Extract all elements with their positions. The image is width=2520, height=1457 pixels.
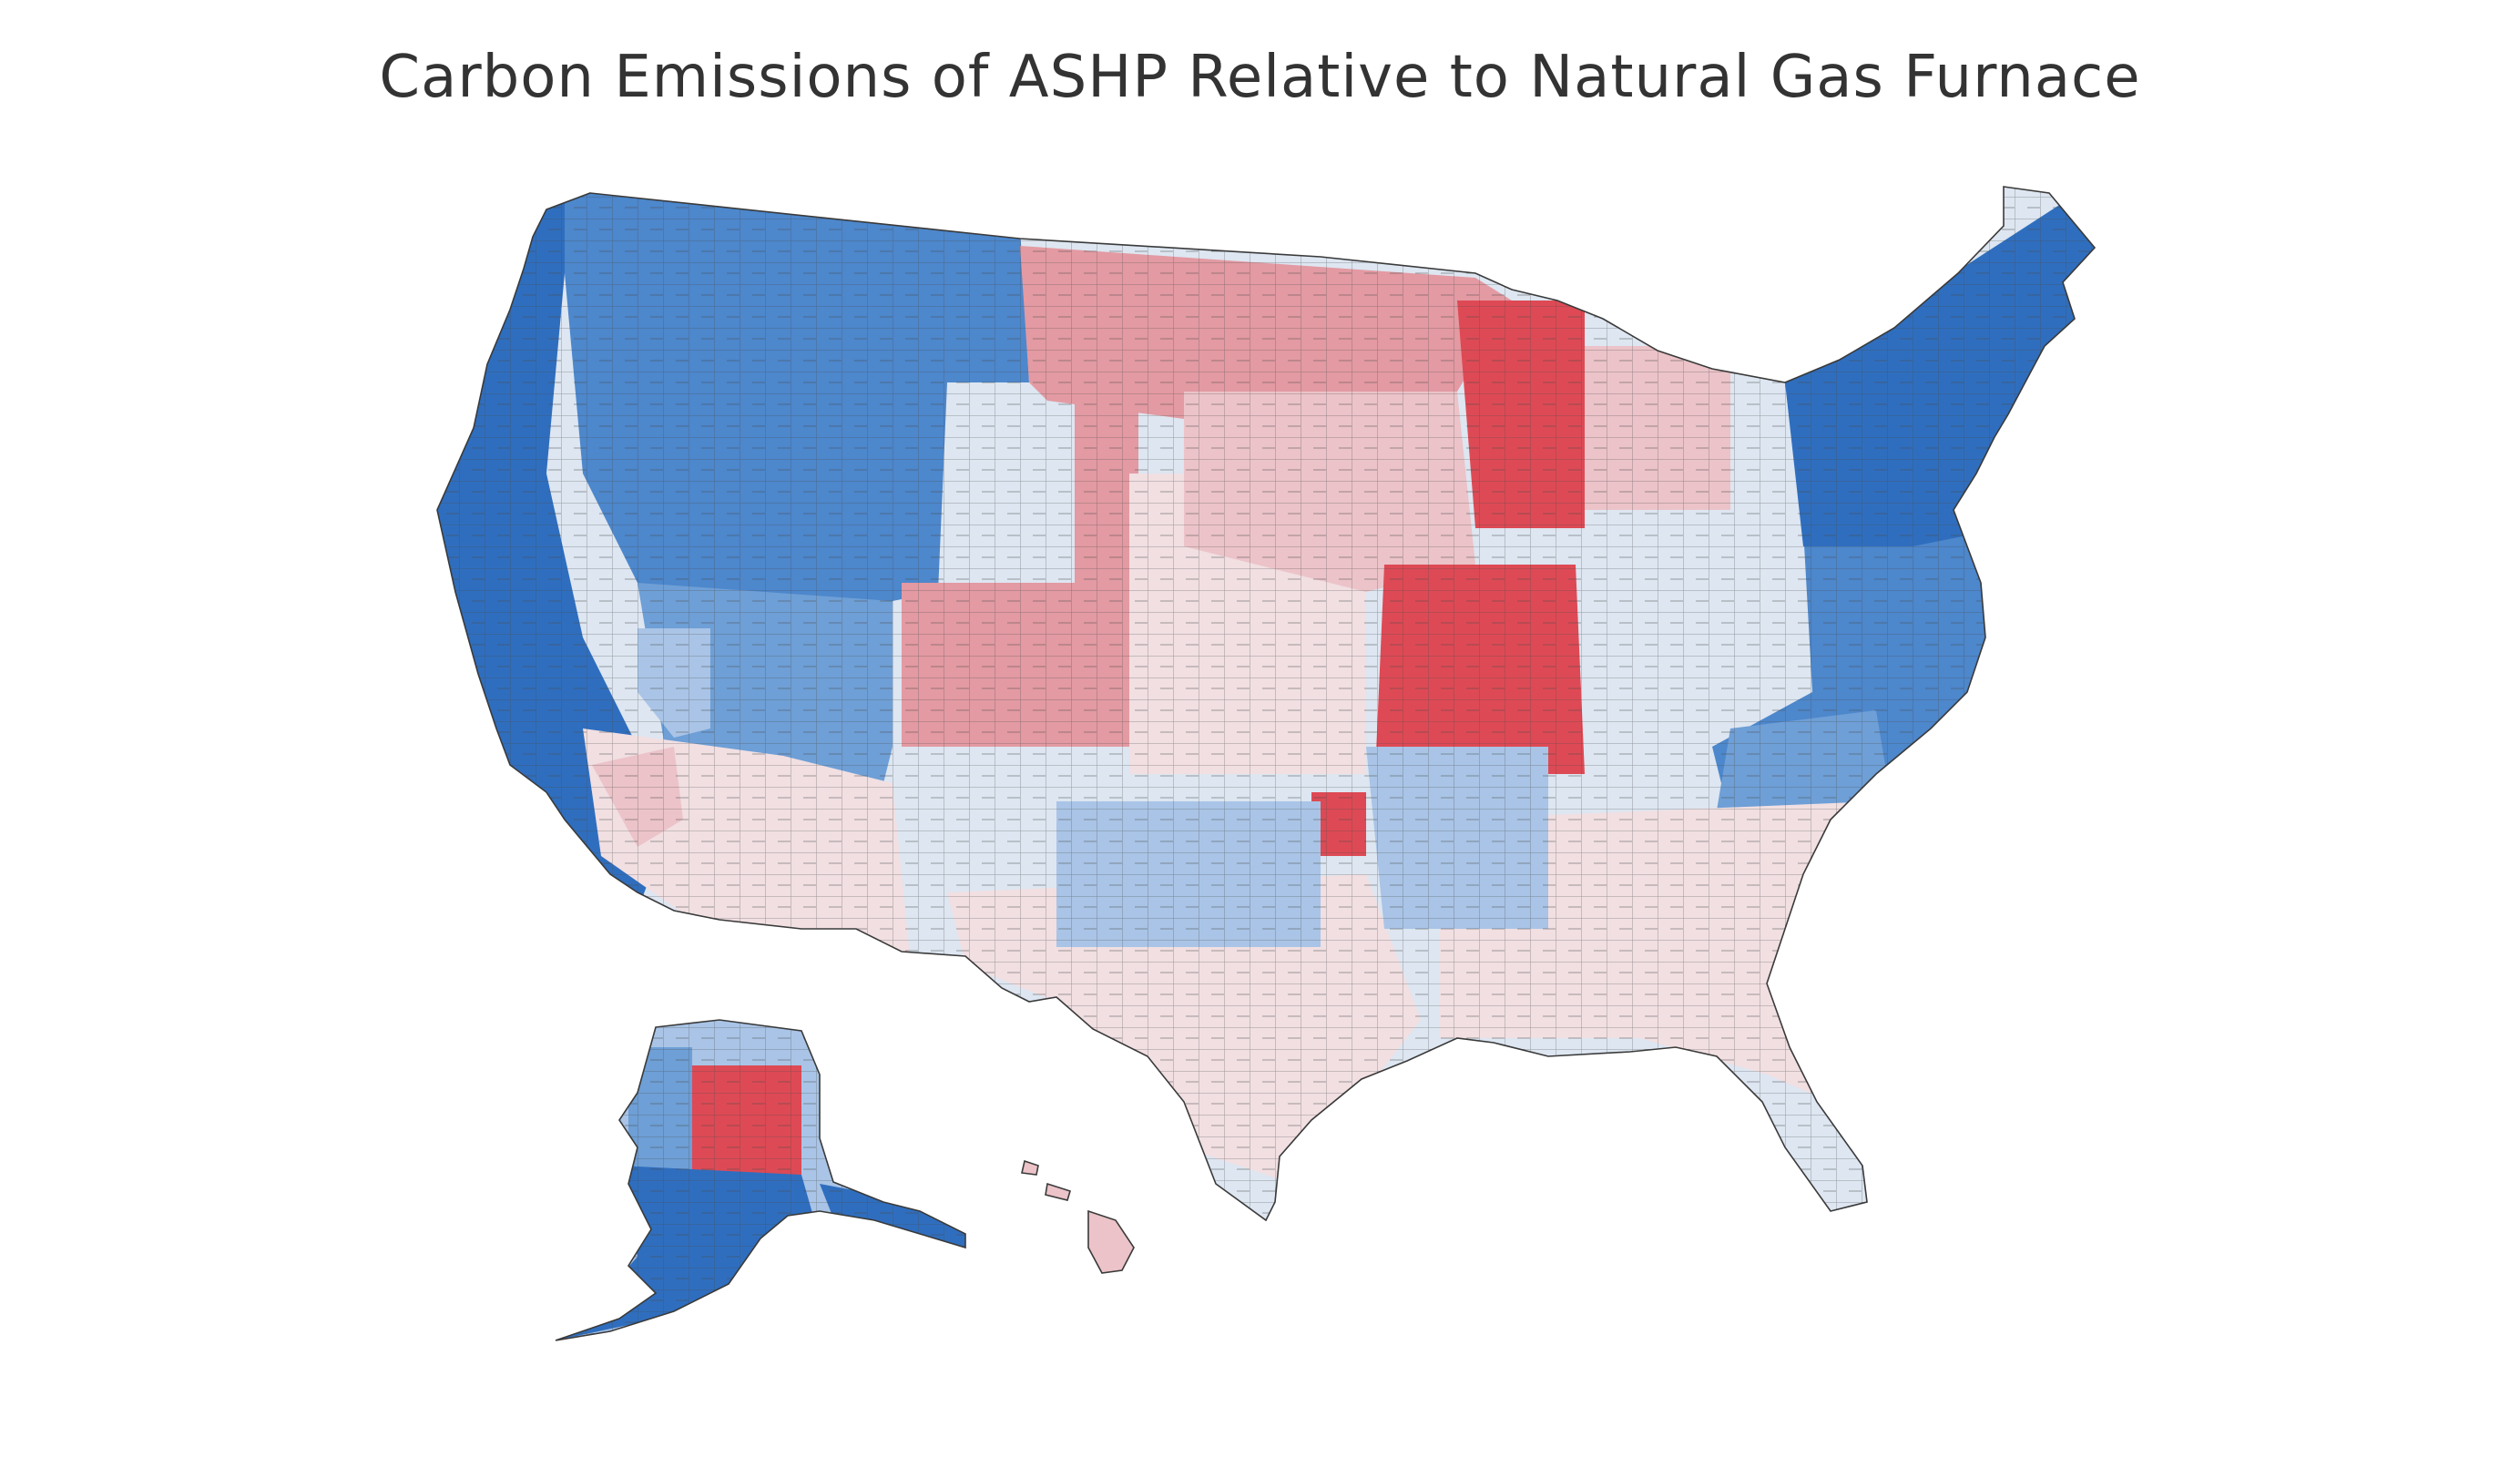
map-title: Carbon Emissions of ASHP Relative to Nat… — [379, 44, 2141, 111]
alaska-county-grid — [556, 1020, 965, 1340]
conus-outline — [436, 186, 2097, 1222]
alaska-outline — [555, 1019, 966, 1341]
alaska-region — [556, 1020, 965, 1340]
hawaii-outline — [1021, 1159, 1135, 1274]
